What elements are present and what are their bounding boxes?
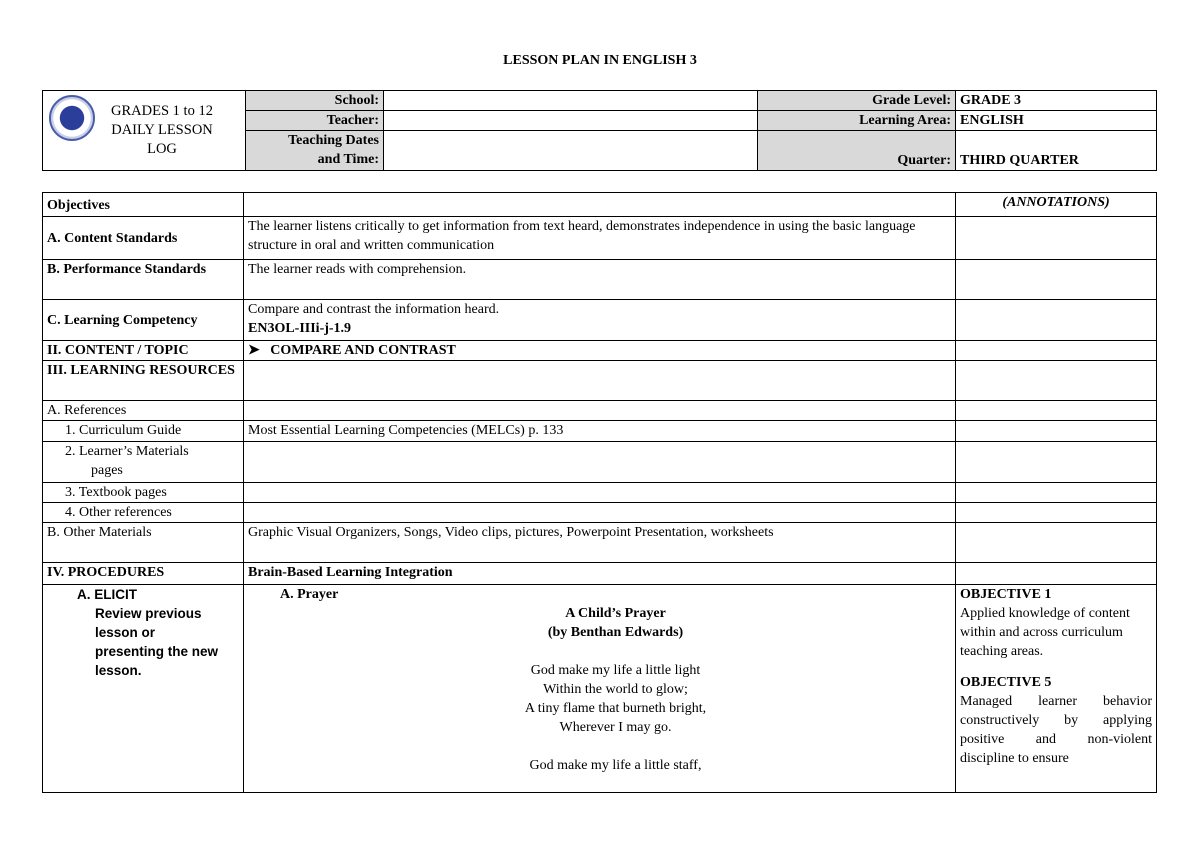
learning-area-label: Learning Area: (757, 110, 956, 131)
grade-level-field[interactable]: GRADE 3 (955, 90, 1157, 111)
elicit-label: A. ELICIT (77, 587, 137, 602)
objective-1-text: Applied knowledge of content within and … (960, 606, 1130, 659)
annotation-cell (955, 482, 1157, 503)
content-standards-label: A. Content Standards (42, 216, 244, 260)
learners-materials-label: 2. Learner’s Materials pages (42, 441, 244, 483)
poem-author: (by Benthan Edwards) (547, 625, 684, 640)
poem-line: A tiny flame that burneth bright, (524, 701, 707, 716)
competency-text: Compare and contrast the information hea… (248, 302, 500, 317)
content-standards: The learner listens critically to get in… (243, 216, 956, 260)
objective-annotations: OBJECTIVE 1 Applied knowledge of content… (955, 584, 1157, 793)
log-title: GRADES 1 to 12 DAILY LESSON LOG (42, 90, 246, 171)
objectives-label: Objectives (42, 192, 244, 217)
poem-line: God make my life a little staff, (529, 758, 702, 773)
teacher-field[interactable] (383, 110, 758, 131)
other-references-cell (243, 502, 956, 523)
learning-competency-label: C. Learning Competency (42, 299, 244, 341)
lesson-table: Objectives (ANNOTATIONS) A. Content Stand… (42, 192, 1157, 793)
other-references-label: 4. Other references (42, 502, 244, 523)
topic-text: COMPARE AND CONTRAST (270, 343, 456, 358)
poem-line: Wherever I may go. (559, 720, 672, 735)
poem-line (280, 737, 951, 756)
poem-line: Within the world to glow; (543, 682, 688, 697)
references-cell (243, 400, 956, 421)
prayer-label: A. Prayer (280, 587, 339, 602)
annotation-cell (955, 562, 1157, 585)
elicit-description: Review previous lesson or presenting the… (95, 606, 219, 678)
objective-5-title: OBJECTIVE 5 (960, 675, 1052, 690)
deped-seal-logo (49, 95, 95, 141)
poem-line: God make my life a little light (530, 663, 701, 678)
prayer-cell: A. Prayer A Child’s Prayer (by Benthan E… (243, 584, 956, 793)
school-field[interactable] (383, 90, 758, 111)
page-title: LESSON PLAN IN ENGLISH 3 (503, 53, 697, 68)
label-line: Teaching Dates (288, 133, 379, 148)
teaching-dates-label: Teaching Dates and Time: (245, 130, 384, 171)
annotation-cell (955, 502, 1157, 523)
annotation-cell (955, 216, 1157, 260)
poem-title: A Child’s Prayer (565, 606, 666, 621)
log-title-line: GRADES 1 to 12 (111, 103, 213, 119)
annotations-label: (ANNOTATIONS) (955, 192, 1157, 217)
learners-materials-cell (243, 441, 956, 483)
label-line: and Time: (317, 152, 379, 167)
objective-5-text: Managed learner behavior constructively … (960, 694, 1152, 766)
school-label: School: (245, 90, 384, 111)
learning-competency: Compare and contrast the information hea… (243, 299, 956, 341)
annotation-cell (955, 360, 1157, 401)
performance-standards: The learner reads with comprehension. (243, 259, 956, 300)
annotation-cell (955, 522, 1157, 563)
curriculum-guide-label: 1. Curriculum Guide (42, 420, 244, 442)
teaching-dates-field[interactable] (383, 130, 758, 171)
elicit-cell: A. ELICIT Review previous lesson or prese… (42, 584, 244, 793)
competency-code: EN3OL-IIIi-j-1.9 (248, 321, 352, 336)
learning-area-field[interactable]: ENGLISH (955, 110, 1157, 131)
learning-resources-label: III. LEARNING RESOURCES (42, 360, 244, 401)
curriculum-guide: Most Essential Learning Competencies (ME… (243, 420, 956, 442)
label-line: pages (91, 463, 123, 478)
teacher-label: Teacher: (245, 110, 384, 131)
annotation-cell (955, 259, 1157, 300)
header-table: GRADES 1 to 12 DAILY LESSON LOG School: … (42, 90, 1157, 171)
objective-1-title: OBJECTIVE 1 (960, 587, 1052, 602)
annotation-cell (955, 340, 1157, 361)
performance-standards-label: B. Performance Standards (42, 259, 244, 300)
quarter-field[interactable]: THIRD QUARTER (955, 130, 1157, 171)
textbook-pages-label: 3. Textbook pages (42, 482, 244, 503)
content-topic: ➤ COMPARE AND CONTRAST (243, 340, 956, 361)
other-materials-label: B. Other Materials (42, 522, 244, 563)
annotation-cell (955, 299, 1157, 341)
resources-cell (243, 360, 956, 401)
log-title-line: LOG (147, 141, 177, 157)
procedures-heading: Brain-Based Learning Integration (243, 562, 956, 585)
label-line: 2. Learner’s Materials (65, 444, 189, 459)
annotation-cell (955, 420, 1157, 442)
objectives-cell (243, 192, 956, 217)
textbook-cell (243, 482, 956, 503)
annotation-cell (955, 400, 1157, 421)
grade-level-label: Grade Level: (757, 90, 956, 111)
arrow-bullet-icon: ➤ (248, 343, 260, 358)
other-materials: Graphic Visual Organizers, Songs, Video … (243, 522, 956, 563)
references-label: A. References (42, 400, 244, 421)
procedures-label: IV. PROCEDURES (42, 562, 244, 585)
annotation-cell (955, 441, 1157, 483)
log-title-line: DAILY LESSON (111, 122, 213, 138)
content-topic-label: II. CONTENT / TOPIC (42, 340, 244, 361)
quarter-label: Quarter: (757, 130, 956, 171)
